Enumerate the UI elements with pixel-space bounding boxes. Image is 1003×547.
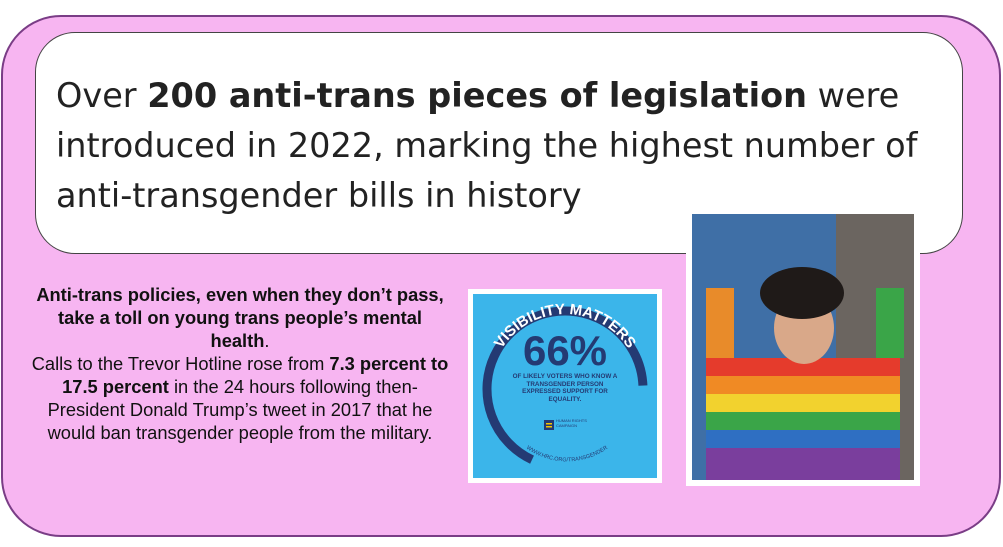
body-text: Anti-trans policies, even when they don’… [30,283,450,444]
sweater [706,288,904,480]
body-text-part: Calls to the Trevor Hotline rose from [31,353,325,374]
org: HUMAN RIGHTS CAMPAIGN [556,419,587,428]
headline-bold: 200 anti-trans pieces of legislation [147,76,807,115]
infographic: VISIBILITY MATTERS 66% OF LIKELY VOTERS … [468,289,662,483]
body-bold-stat: 7.3 percent to 17.5 percent [62,353,449,397]
body-text-part: in the 24 hours following then-President… [47,376,433,443]
caption: OF LIKELY VOTERS WHO KNOW A TRANSGENDER … [512,373,618,403]
body-period: . [264,330,270,351]
headline-box: Over 200 anti-trans pieces of legislatio… [35,32,963,254]
photo [686,208,920,486]
hair [760,267,844,319]
caption-box: OF LIKELY VOTERS WHO KNOW A TRANSGENDER … [512,373,618,403]
logo-bar [546,423,552,425]
org-box: HUMAN RIGHTS CAMPAIGN [556,419,587,428]
big-stat: 66% [523,327,607,374]
logo-bar [546,426,552,428]
logo [544,420,554,430]
headline-text: Over [56,76,137,115]
body-bold: Anti-trans policies, even when they don’… [36,284,444,351]
background [473,294,657,478]
headline-text: were introduced in 2022, marking the hig… [56,76,918,215]
ring [482,306,648,472]
